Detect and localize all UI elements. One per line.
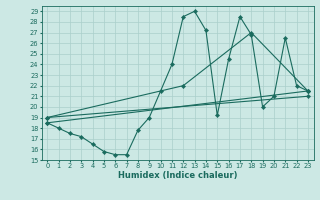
- X-axis label: Humidex (Indice chaleur): Humidex (Indice chaleur): [118, 171, 237, 180]
